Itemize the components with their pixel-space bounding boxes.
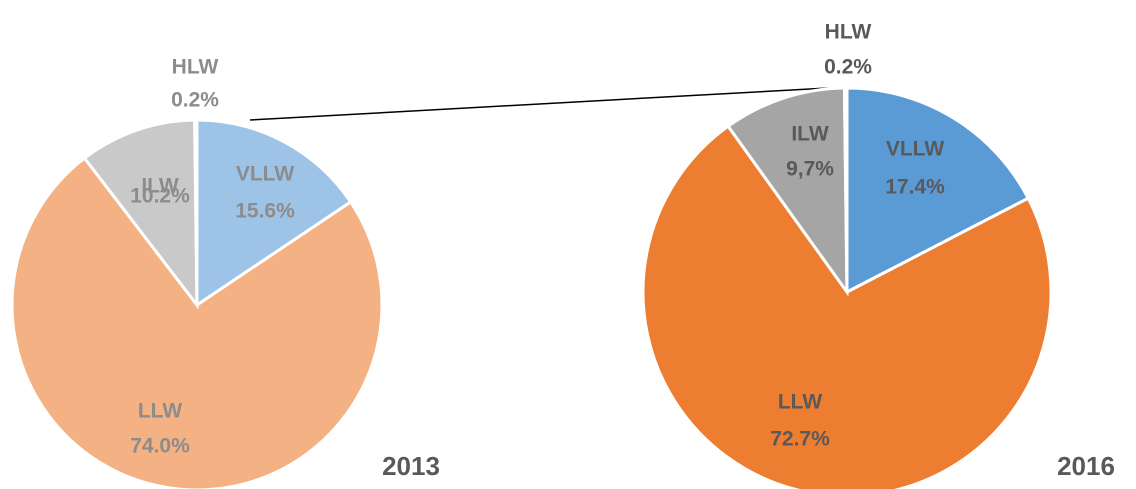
pie-slice bbox=[193, 118, 199, 306]
slice-value-label: 0.2% bbox=[824, 56, 872, 79]
slice-value-label: 0.2% bbox=[171, 89, 219, 112]
slice-name: HLW bbox=[172, 56, 219, 79]
slice-value-label: 17.4% bbox=[885, 176, 945, 199]
slice-name: ILW bbox=[141, 175, 179, 198]
slice-value-label: 10.2% bbox=[130, 185, 190, 208]
connector-line bbox=[249, 87, 829, 121]
pie-slice bbox=[82, 118, 199, 310]
slice-name: LLW bbox=[138, 400, 182, 423]
slice-name: VLLW bbox=[236, 163, 295, 186]
slice-value-label: 15.6% bbox=[235, 200, 295, 223]
slice-name: ILW bbox=[791, 123, 829, 146]
slice-value-label: 9,7% bbox=[786, 158, 834, 181]
pie-slice bbox=[726, 86, 849, 297]
pie-slice bbox=[842, 86, 849, 293]
slice-name: VLLW bbox=[886, 138, 945, 161]
pie-slice bbox=[845, 86, 1031, 295]
pie-slice bbox=[10, 156, 384, 489]
slice-name: HLW bbox=[825, 21, 872, 44]
pie-slice bbox=[641, 124, 1053, 489]
slice-value-label: 72.7% bbox=[770, 428, 830, 451]
chart-title: 2013 bbox=[382, 451, 440, 481]
slice-name: LLW bbox=[778, 391, 822, 414]
slice-value-label: 74.0% bbox=[130, 435, 190, 458]
pie-slice bbox=[195, 118, 353, 308]
chart-title: 2016 bbox=[1057, 451, 1115, 481]
